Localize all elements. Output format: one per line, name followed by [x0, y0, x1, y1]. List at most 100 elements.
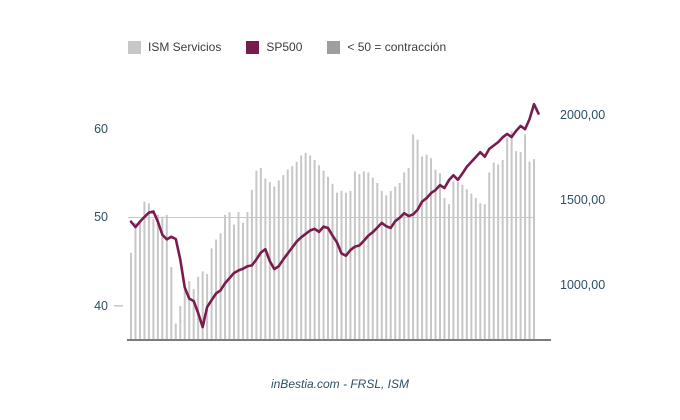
ism-bar	[438, 173, 441, 340]
ism-bar	[188, 281, 191, 340]
ism-bar	[528, 161, 531, 340]
ism-bar	[192, 289, 195, 340]
ism-bar	[246, 212, 249, 340]
ism-bar	[134, 222, 137, 340]
ism-bar	[385, 195, 388, 340]
ism-bar	[533, 159, 536, 340]
ism-bar	[183, 289, 186, 340]
ism-bar	[130, 252, 132, 340]
ism-bar	[161, 216, 164, 340]
ism-bar	[367, 172, 370, 340]
ism-bar	[232, 224, 235, 340]
ism-bar	[497, 164, 500, 340]
left-axis-tick-40: 40	[94, 298, 108, 313]
ism-bar	[264, 178, 267, 340]
legend-swatch-ism-servicios	[128, 40, 141, 54]
ism-bar	[174, 323, 177, 340]
legend-item-ism-servicios: ISM Servicios	[128, 40, 221, 54]
ism-bar	[461, 184, 464, 340]
ism-bar	[143, 201, 146, 340]
legend-label-sp500: SP500	[266, 40, 303, 54]
ism-bar	[456, 182, 459, 340]
right-axis-tick-2000: 2000,00	[560, 107, 606, 122]
ism-bar	[425, 154, 428, 340]
ism-bar	[430, 158, 433, 340]
ism-bar	[349, 190, 352, 340]
ism-bar	[273, 186, 276, 340]
sp500-line	[129, 102, 540, 329]
ism-bar	[506, 137, 509, 340]
ism-bar	[483, 204, 486, 340]
ism-bar	[318, 165, 321, 340]
ism-bar	[358, 174, 361, 340]
legend-label-contraction-threshold: < 50 = contracción	[347, 40, 447, 54]
ism-bar	[331, 183, 334, 340]
ism-bar	[465, 189, 468, 340]
ism-bar	[210, 248, 213, 340]
ism-bar	[215, 239, 218, 340]
legend-label-ism-servicios: ISM Servicios	[148, 40, 222, 54]
ism-bar	[376, 182, 379, 340]
ism-bar	[407, 167, 410, 340]
left-axis-tick-60: 60	[94, 122, 108, 137]
right-axis-tick-1500: 1500,00	[560, 192, 606, 207]
ism-bar	[362, 171, 365, 340]
ism-bar	[291, 166, 294, 340]
ism-bar	[479, 203, 482, 340]
ism-bar	[398, 182, 401, 340]
legend-swatch-sp500	[246, 40, 260, 54]
ism-bar	[327, 176, 330, 340]
ism-bar	[371, 177, 374, 340]
ism-bar	[295, 161, 298, 340]
ism-bar	[519, 152, 522, 340]
ism-bar	[255, 170, 258, 340]
ism-bar	[224, 214, 227, 340]
ism-bar	[335, 192, 338, 340]
left-axis-tick-50: 50	[94, 210, 108, 225]
ism-bar	[389, 190, 392, 340]
ism-bar	[241, 222, 244, 340]
ism-bar	[452, 181, 455, 340]
ism-bar	[179, 305, 182, 340]
ism-bar	[277, 180, 280, 340]
ism-bar	[353, 171, 356, 340]
ism-bar	[501, 159, 504, 340]
ism-bar	[237, 212, 240, 340]
ism-bar	[344, 192, 347, 340]
ism-bar	[313, 159, 316, 340]
ism-bar	[492, 162, 495, 340]
ism-bar	[470, 193, 473, 340]
ism-bar	[152, 219, 155, 340]
ism-bar	[394, 186, 397, 340]
chart-legend: ISM Servicios SP500 < 50 = contracción	[128, 40, 446, 54]
ism-bar	[197, 276, 200, 340]
ism-bar	[510, 130, 513, 340]
ism-bar	[416, 139, 419, 340]
legend-item-contraction-threshold: < 50 = contracción	[327, 40, 446, 54]
ism-bar	[170, 266, 173, 340]
source-caption: inBestia.com - FRSL, ISM	[270, 377, 410, 391]
ism-bar	[304, 152, 307, 340]
ism-bar	[474, 198, 477, 340]
ism-bar	[309, 155, 312, 340]
ism-bar	[412, 134, 415, 340]
ism-bar	[515, 151, 518, 340]
ism-bar	[219, 233, 222, 340]
legend-item-sp500: SP500	[246, 40, 302, 54]
ism-bar	[165, 214, 168, 340]
right-axis-tick-1000: 1000,00	[560, 277, 606, 292]
ism-bar	[138, 221, 141, 340]
ism-bar	[447, 204, 450, 340]
ism-bar	[524, 134, 527, 340]
ism-bar	[147, 203, 150, 340]
ism-bar	[380, 190, 383, 340]
ism-bar	[156, 214, 159, 340]
ism-bar	[421, 156, 424, 340]
ism-bar	[488, 172, 491, 340]
ism-bar	[201, 271, 204, 340]
ism-bar	[300, 155, 303, 340]
ism-bar	[443, 198, 446, 340]
ism-bar	[434, 169, 437, 340]
